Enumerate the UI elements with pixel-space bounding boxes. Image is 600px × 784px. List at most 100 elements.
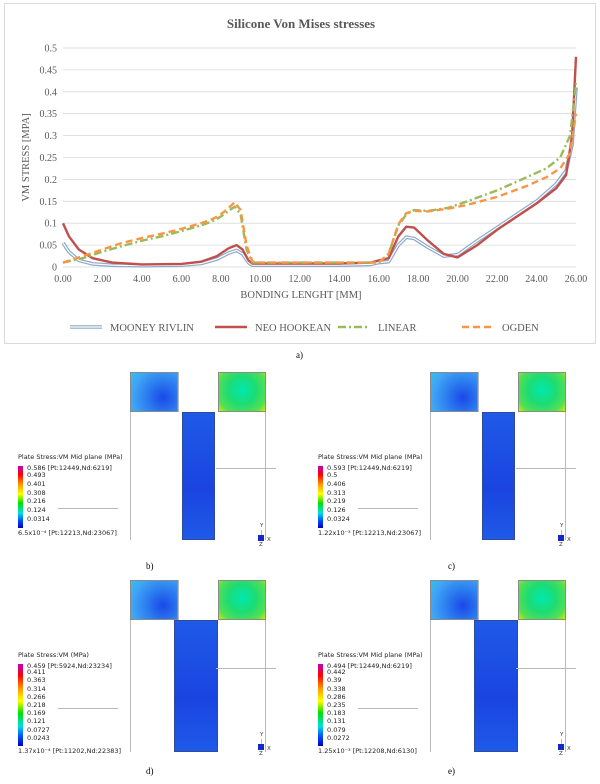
legend-max: 0.459 [Pt:5924,Nd:23234] [27, 662, 112, 670]
legend-level: 0.411 [27, 668, 46, 677]
x-tick-label: 2.00 [94, 274, 112, 285]
caption-a: a) [296, 350, 303, 360]
outline-shelf [216, 468, 276, 469]
series-line-inner [62, 87, 577, 267]
legend-level: 0.169 [27, 709, 46, 718]
outline-right [265, 620, 266, 752]
chart-title: Silicone Von Mises stresses [227, 16, 375, 31]
legend-level: 0.219 [327, 497, 346, 506]
legend-title: Plate Stress:VM (MPa) [18, 651, 89, 659]
caption-c: c) [448, 561, 455, 571]
x-tick-label: 16.00 [367, 274, 390, 285]
y-tick-label: 0.35 [40, 109, 58, 120]
caption-e: e) [448, 766, 455, 776]
outline-shelf-left [58, 708, 118, 709]
fe-panel-d: Plate Stress:VM (MPa) 0.459 [Pt:5924,Nd:2… [18, 576, 293, 761]
x-tick-label: 6.00 [173, 274, 191, 285]
caption-d: d) [146, 766, 154, 776]
legend-label: OGDEN [502, 323, 539, 334]
outline-right [565, 412, 566, 540]
y-tick-label: 0.1 [45, 219, 58, 230]
x-tick-label: 10.00 [249, 274, 272, 285]
outline-left [430, 620, 431, 752]
axis-triad-icon [258, 535, 264, 541]
x-tick-label: 26.00 [565, 274, 588, 285]
axis-y-line [561, 739, 562, 744]
series-line-linear [62, 82, 578, 264]
y-tick-label: 0.45 [40, 65, 58, 76]
outline-left [130, 620, 131, 752]
outline-shelf [216, 668, 276, 669]
legend-level: 0.401 [27, 479, 46, 488]
outline-left [130, 412, 131, 540]
legend-level: 0.39 [327, 676, 342, 685]
stress-plate-top-right [518, 580, 566, 620]
y-tick-label: 0.5 [45, 44, 58, 55]
stress-column [482, 412, 515, 540]
axis-y-line [561, 530, 562, 535]
axis-z-label: Z [559, 751, 563, 757]
chart-frame: Silicone Von Mises stresses 0 0.05 0.1 0.15 0… [4, 3, 596, 344]
legend-min: 1.37x10⁻⁴ [Pt:11202,Nd:22383] [18, 747, 122, 755]
x-tick-label: 24.00 [525, 274, 548, 285]
stress-plate-top-left [430, 372, 478, 412]
legend-title: Plate Stress:VM Mid plane (MPa) [318, 453, 423, 461]
legend-level: 0.235 [327, 701, 346, 709]
axis-y-label: Y [560, 732, 564, 738]
axis-x-label: X [267, 746, 271, 752]
legend-level: 0.442 [327, 668, 346, 677]
legend-level: 0.308 [27, 488, 46, 497]
axis-y-label: Y [260, 732, 264, 738]
y-tick-label: 0.3 [45, 131, 58, 142]
line-chart: Silicone Von Mises stresses 0 0.05 0.1 0.15 0… [21, 16, 588, 334]
axis-y-label: Y [560, 523, 564, 529]
legend-level: 0.216 [27, 497, 46, 506]
outline-shelf [516, 668, 576, 669]
legend-min: 1.25x10⁻³ [Pt:12208,Nd:6130] [318, 747, 417, 755]
legend-level: 0.338 [327, 684, 346, 693]
fe-panel-c: Plate Stress:VM Mid plane (MPa) 0.593 [Pt… [318, 368, 593, 548]
outline-mid [478, 372, 479, 412]
legend-level: 0.266 [27, 692, 46, 701]
axis-y-line [261, 530, 262, 535]
legend-label: MOONEY RIVLIN [110, 323, 194, 334]
outline-shelf-left [58, 508, 118, 509]
color-scale-bar [18, 466, 23, 528]
color-scale-bar [318, 664, 323, 746]
color-scale-bar [18, 664, 23, 746]
legend-level: 0.363 [27, 676, 46, 685]
legend-level: 0.493 [27, 470, 46, 479]
fe-panel-e: Plate Stress:VM Mid plane (MPa) 0.494 [Pt… [318, 576, 593, 761]
stress-column [182, 412, 215, 540]
legend-level: 0.183 [327, 709, 346, 718]
stress-plate-top-left [430, 580, 478, 620]
outline-right [565, 620, 566, 752]
x-tick-label: 0.00 [54, 274, 72, 285]
legend-level: 0.0243 [27, 733, 50, 742]
axis-x-label: X [567, 746, 571, 752]
legend-level: 0.126 [327, 506, 346, 515]
stress-column [474, 620, 518, 752]
stress-plate-top-left [130, 372, 178, 412]
legend-level: 0.406 [327, 479, 346, 488]
legend-level: 0.5 [327, 470, 338, 479]
x-tick-label: 18.00 [407, 274, 430, 285]
y-axis-label: VM STRESS [MPA] [21, 113, 32, 201]
y-tick-label: 0.4 [45, 87, 58, 98]
axis-x-label: X [567, 537, 571, 543]
legend-max: 0.586 [Pt:12449,Nd:6219] [27, 464, 112, 472]
axis-y-line [261, 739, 262, 744]
caption-b: b) [146, 561, 154, 571]
legend-min: 1.22x10⁻³ [Pt:12213,Nd:23067] [318, 529, 422, 537]
legend-level: 0.218 [27, 701, 46, 709]
y-tick-label: 0.2 [45, 175, 58, 186]
legend-title: Plate Stress:VM Mid plane (MPa) [318, 651, 423, 659]
legend-level: 0.313 [327, 488, 346, 497]
outline-shelf [516, 468, 576, 469]
x-tick-label: 22.00 [486, 274, 509, 285]
legend-level: 0.079 [327, 725, 346, 734]
stress-plate-top-right [518, 372, 566, 412]
axis-triad-icon [258, 744, 264, 750]
axis-y-label: Y [260, 523, 264, 529]
y-tick-label: 0.25 [40, 153, 58, 164]
